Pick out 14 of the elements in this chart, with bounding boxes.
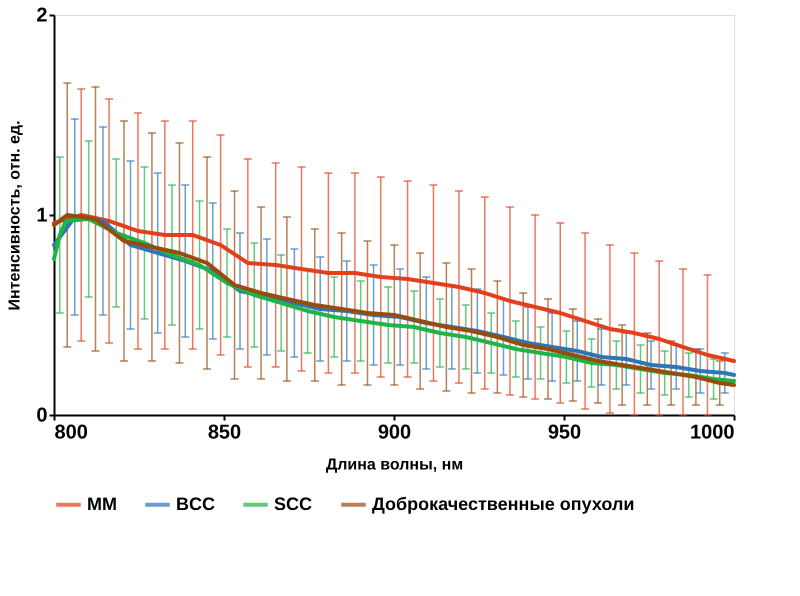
legend-label: MM [87, 494, 117, 514]
x-tick-label: 850 [208, 422, 242, 444]
x-tick-label: 950 [548, 422, 582, 444]
y-tick-label: 0 [36, 404, 48, 426]
x-axis-title: Длина волны, нм [326, 456, 464, 474]
y-tick-label: 2 [36, 4, 48, 26]
legend-label: SCC [274, 494, 312, 514]
x-tick-label: 800 [54, 422, 88, 444]
y-axis-title: Интенсивность, отн. ед. [6, 120, 24, 311]
x-tick-label: 1000 [690, 422, 734, 444]
y-tick-label: 1 [36, 204, 48, 226]
x-tick-label: 900 [378, 422, 412, 444]
legend-label: BCC [176, 494, 215, 514]
legend-label: Доброкачественные опухоли [372, 494, 634, 514]
